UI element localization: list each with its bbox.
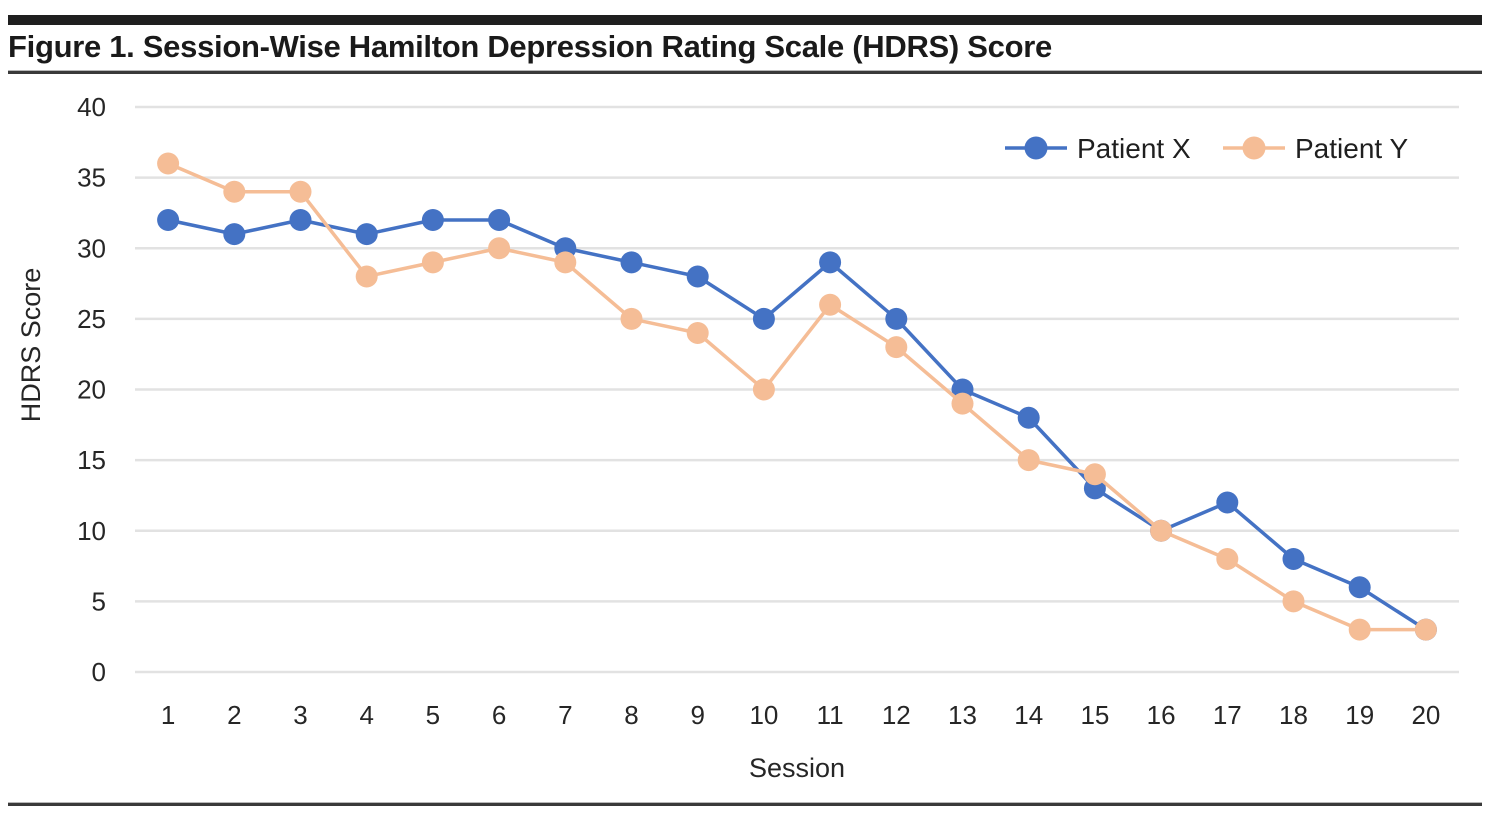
- x-tick-label: 16: [1147, 700, 1176, 730]
- patient-y-marker: [223, 180, 246, 203]
- x-tick-label: 14: [1014, 700, 1043, 730]
- patient-y-marker: [620, 307, 643, 330]
- top-rule-thick: [8, 15, 1482, 25]
- series-patient-y: [157, 152, 1437, 641]
- patient-y-marker: [752, 378, 775, 401]
- y-tick-label: 10: [77, 516, 106, 546]
- x-tick-label: 2: [227, 700, 241, 730]
- patient-y-marker: [421, 251, 444, 274]
- x-tick-label: 15: [1080, 700, 1109, 730]
- y-tick-label: 40: [77, 92, 106, 122]
- patient-y-marker: [1150, 519, 1173, 542]
- patient-x-marker: [1017, 406, 1040, 429]
- gridlines: [135, 105, 1459, 674]
- x-tick-label: 18: [1279, 700, 1308, 730]
- y-axis-tick-labels: 0 5 10 15 20 25 30 35 40: [77, 92, 106, 687]
- legend: Patient X Patient Y: [1005, 133, 1408, 164]
- patient-x-marker: [752, 307, 775, 330]
- y-axis-title: HDRS Score: [16, 268, 46, 423]
- patient-y-marker: [1017, 449, 1040, 472]
- patient-x-marker: [355, 223, 378, 246]
- patient-x-marker: [421, 209, 444, 231]
- patient-y-legend-marker: [1242, 136, 1266, 160]
- patient-y-line: [166, 161, 1428, 632]
- patient-x-marker: [289, 209, 312, 231]
- x-tick-label: 20: [1411, 700, 1440, 730]
- x-tick-label: 8: [624, 700, 638, 730]
- patient-x-marker: [620, 251, 643, 274]
- x-axis-title: Session: [749, 753, 845, 783]
- y-tick-label: 20: [77, 375, 106, 405]
- figure-title: Figure 1. Session-Wise Hamilton Depressi…: [8, 29, 1052, 64]
- title-rule: [8, 70, 1482, 74]
- x-tick-label: 4: [359, 700, 373, 730]
- patient-y-marker: [157, 152, 180, 175]
- x-axis-tick-labels: 1 2 3 4 5 6 7 8 9 10 11 12 13 14 15 16 17 18 19 20: [161, 700, 1440, 730]
- patient-y-marker: [1414, 618, 1437, 641]
- y-tick-label: 25: [77, 304, 106, 334]
- x-tick-label: 10: [749, 700, 778, 730]
- patient-x-marker: [1348, 576, 1371, 599]
- patient-x-marker: [223, 223, 246, 246]
- x-tick-label: 12: [882, 700, 911, 730]
- patient-x-legend-marker: [1024, 136, 1048, 160]
- patient-y-marker: [885, 336, 908, 359]
- x-tick-label: 5: [426, 700, 440, 730]
- patient-x-marker: [686, 265, 709, 288]
- x-tick-label: 6: [492, 700, 506, 730]
- patient-x-marker: [157, 209, 180, 231]
- x-tick-label: 7: [558, 700, 572, 730]
- patient-y-marker: [686, 322, 709, 344]
- patient-y-marker: [1216, 548, 1239, 570]
- y-tick-label: 5: [92, 586, 106, 616]
- patient-x-marker: [488, 209, 511, 231]
- patient-x-line: [166, 218, 1428, 632]
- patient-y-marker: [1282, 590, 1305, 613]
- x-tick-label: 3: [293, 700, 307, 730]
- x-tick-label: 9: [690, 700, 704, 730]
- patient-y-marker: [1083, 463, 1106, 486]
- patient-y-marker: [355, 265, 378, 288]
- patient-y-marker: [1348, 618, 1371, 641]
- x-tick-label: 11: [817, 700, 844, 730]
- patient-x-marker: [819, 251, 842, 274]
- patient-x-marker: [1282, 548, 1305, 570]
- x-tick-label: 1: [161, 700, 175, 730]
- patient-y-marker: [488, 237, 511, 260]
- bottom-rule: [8, 802, 1482, 806]
- patient-y-marker: [554, 251, 577, 274]
- patient-x-marker: [1216, 491, 1239, 514]
- y-tick-label: 0: [92, 657, 106, 687]
- y-tick-label: 35: [77, 163, 106, 193]
- patient-x-legend-label: Patient X: [1077, 133, 1191, 164]
- patient-y-marker: [951, 392, 974, 415]
- x-tick-label: 17: [1213, 700, 1242, 730]
- legend-item-patient-x: Patient X: [1005, 133, 1191, 164]
- patient-y-legend-label: Patient Y: [1295, 133, 1408, 164]
- legend-item-patient-y: Patient Y: [1223, 133, 1408, 164]
- series-patient-x: [157, 209, 1437, 641]
- x-tick-label: 13: [948, 700, 977, 730]
- patient-x-marker: [885, 307, 908, 330]
- x-tick-label: 19: [1345, 700, 1374, 730]
- patient-y-marker: [289, 180, 312, 203]
- y-tick-label: 30: [77, 233, 106, 263]
- y-tick-label: 15: [77, 445, 106, 475]
- patient-y-marker: [819, 293, 842, 316]
